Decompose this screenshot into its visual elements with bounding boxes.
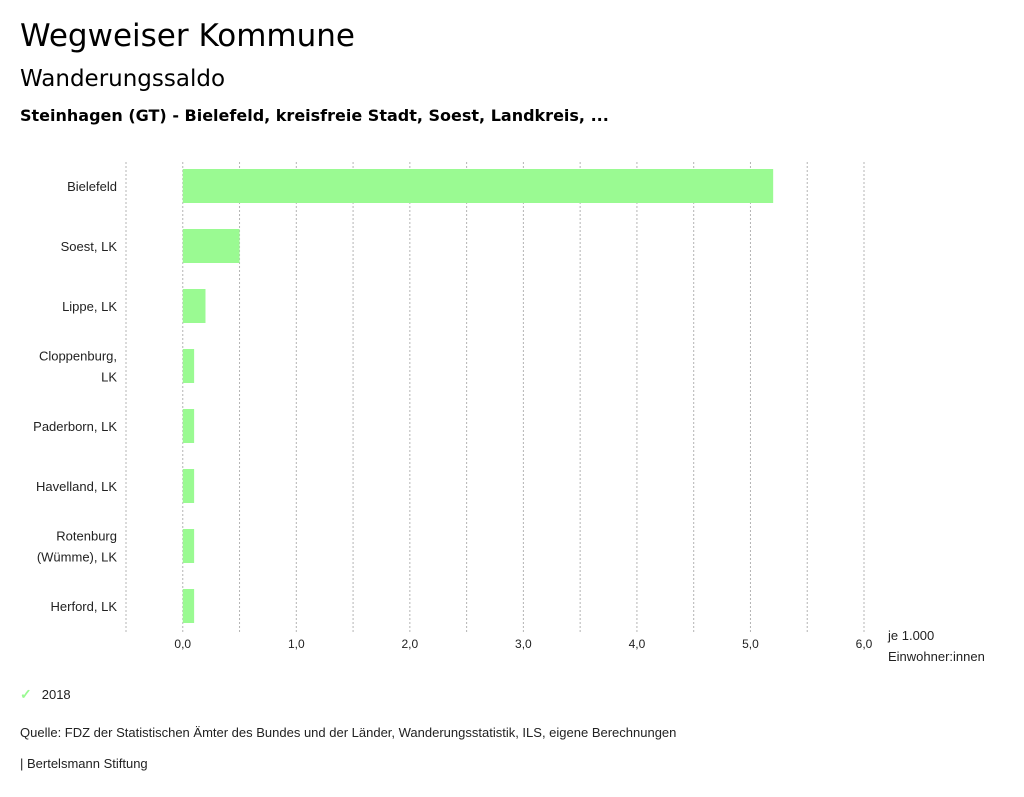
category-label: Herford, LK [51,599,118,614]
x-axis-unit: je 1.000 Einwohner:innen [888,625,985,667]
check-icon: ✓ [20,686,32,702]
legend-label: 2018 [41,687,71,702]
bar [182,289,206,323]
x-tick-label: 2,0 [402,637,419,651]
page-subtitle: Wanderungssaldo [20,66,226,92]
category-label: Cloppenburg, LK [39,349,117,385]
category-label: Rotenburg (Wümme), LK [37,529,118,565]
bar [182,169,774,203]
x-axis-unit-line1: je 1.000 [888,628,935,643]
bar [182,349,195,383]
legend-item-2018[interactable]: ✓ 2018 [20,686,71,703]
selection-label: Steinhagen (GT) - Bielefeld, kreisfreie … [20,106,609,125]
category-label: Bielefeld [67,179,117,194]
bar [182,229,240,263]
category-label: Lippe, LK [62,299,117,314]
x-axis-unit-line2: Einwohner:innen [888,649,985,664]
x-tick-label: 1,0 [288,637,305,651]
category-label: Paderborn, LK [33,419,117,434]
page-title: Wegweiser Kommune [20,18,355,54]
x-tick-label: 6,0 [856,637,873,651]
bar [182,469,195,503]
bar [182,529,195,563]
source-note: Quelle: FDZ der Statistischen Ämter des … [20,725,677,740]
x-tick-label: 0,0 [174,637,191,651]
x-tick-label: 5,0 [742,637,759,651]
x-tick-label: 3,0 [515,637,532,651]
bar-chart: 0,0 1,0 2,0 3,0 4,0 5,0 6,0 Bielefeld Soest, LK L… [33,162,873,651]
bar [182,589,195,623]
x-tick-label: 4,0 [629,637,646,651]
credit-note: | Bertelsmann Stiftung [20,756,148,771]
bar [182,409,195,443]
category-label: Soest, LK [61,239,118,254]
category-label: Havelland, LK [36,479,117,494]
